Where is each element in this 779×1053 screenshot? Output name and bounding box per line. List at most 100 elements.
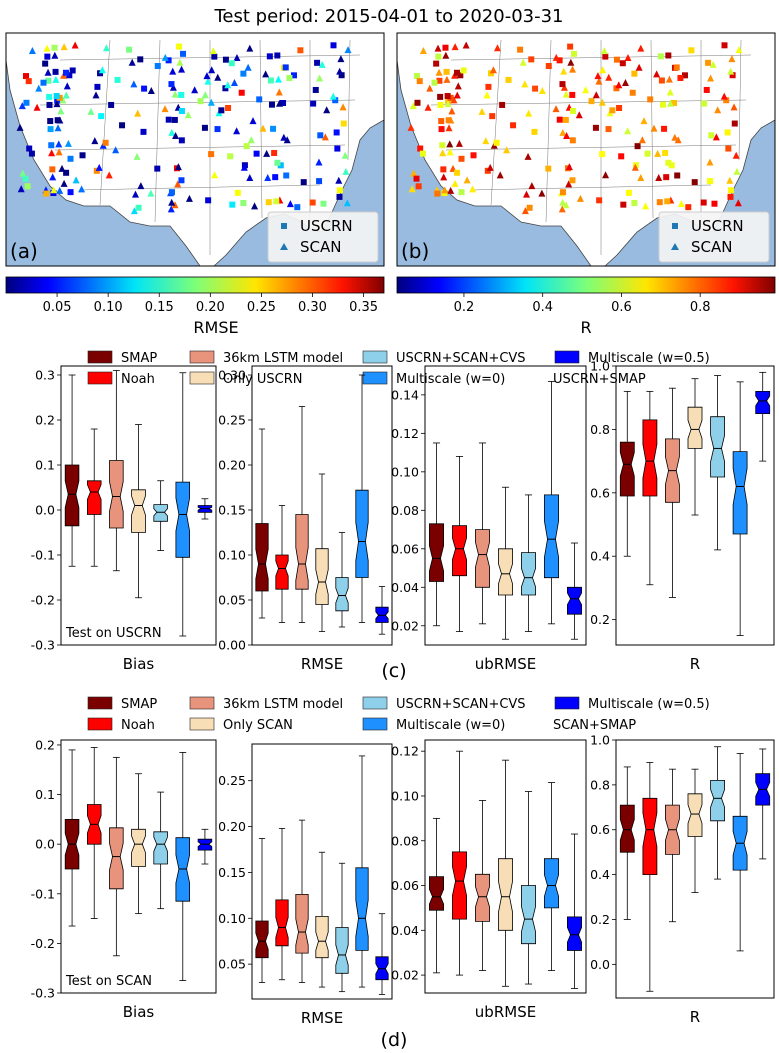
box-multiscale-w-0- <box>175 481 191 558</box>
station-triangle <box>339 103 347 111</box>
station-triangle <box>409 102 417 110</box>
station-triangle <box>434 44 442 52</box>
station-square <box>434 190 441 197</box>
legend-c: SMAP Noah 36km LSTM model Only USCRN USCRN+S… <box>87 350 710 387</box>
station-square <box>267 77 274 84</box>
station-square <box>613 56 620 63</box>
boxplot-panel-c-ubrmse: 0.02 0.04 0.06 0.08 0.10 0.12 0.14 ubRMSE <box>391 365 587 673</box>
legend-item-label: SMAP <box>121 697 157 712</box>
station-square <box>442 44 449 51</box>
station-square <box>416 78 423 85</box>
station-square <box>227 153 234 160</box>
panel-label-c: (c) <box>381 660 406 682</box>
station-triangle <box>60 179 68 187</box>
station-square <box>48 142 55 149</box>
station-square <box>256 96 263 103</box>
station-triangle <box>262 70 270 78</box>
y-tick-label: 0.02 <box>391 968 419 983</box>
station-square <box>688 47 695 54</box>
station-square <box>297 47 304 54</box>
station-square <box>28 150 35 157</box>
station-square <box>562 116 569 123</box>
station-triangle <box>230 78 238 86</box>
station-square <box>685 204 692 211</box>
station-triangle <box>524 152 532 160</box>
map-a-station-markers <box>16 41 352 215</box>
station-square <box>437 101 444 108</box>
station-triangle <box>562 90 570 98</box>
colorbar-tick-label: 0.2 <box>454 300 475 315</box>
station-triangle <box>16 123 24 131</box>
station-triangle <box>558 205 566 213</box>
station-square <box>46 93 53 100</box>
station-square <box>340 120 347 127</box>
station-square <box>208 151 215 158</box>
station-triangle <box>565 180 573 188</box>
station-triangle <box>201 91 209 99</box>
station-square <box>333 129 340 136</box>
box-smap <box>428 876 445 911</box>
station-triangle <box>730 103 738 111</box>
station-square <box>240 70 247 77</box>
station-square <box>268 101 275 108</box>
station-square <box>671 99 678 106</box>
box-uscrn-scan-cvs <box>335 927 349 974</box>
legend-swatch <box>87 350 113 364</box>
station-square <box>431 79 438 86</box>
station-triangle <box>207 98 215 106</box>
station-triangle <box>443 75 451 83</box>
y-tick-label: 0.08 <box>391 833 419 848</box>
box-only-scan <box>687 793 703 837</box>
station-square <box>273 198 280 205</box>
box-noah <box>642 419 658 497</box>
station-triangle <box>102 44 110 52</box>
y-tick-label: 0.04 <box>391 580 419 595</box>
station-triangle <box>57 107 65 115</box>
y-tick-label: 1.0 <box>590 359 610 374</box>
station-triangle <box>451 179 459 187</box>
station-triangle <box>335 176 343 184</box>
station-triangle <box>209 47 217 55</box>
station-square <box>45 77 52 84</box>
station-triangle <box>59 96 67 104</box>
station-square <box>413 175 420 182</box>
station-square <box>415 183 422 190</box>
station-square <box>725 145 732 152</box>
box-noah <box>275 899 289 947</box>
station-square <box>316 178 323 185</box>
axes-frame <box>60 365 217 646</box>
station-square <box>673 64 680 71</box>
station-square <box>629 89 636 96</box>
station-square <box>201 124 208 131</box>
station-square <box>283 172 290 179</box>
station-triangle <box>728 55 736 63</box>
station-triangle <box>552 53 560 61</box>
station-triangle <box>469 185 477 193</box>
y-tick-label: 0.1 <box>35 787 55 802</box>
y-tick-label: 1.0 <box>590 733 610 748</box>
station-triangle <box>598 98 606 106</box>
station-triangle <box>341 151 349 159</box>
station-triangle <box>315 158 323 166</box>
box-multiscale-w-0-5- <box>567 916 582 951</box>
map-land <box>5 32 385 267</box>
station-triangle <box>538 189 546 197</box>
figure-title: Test period: 2015-04-01 to 2020-03-31 <box>213 6 563 27</box>
station-triangle <box>44 68 52 76</box>
station-triangle <box>489 66 497 74</box>
station-square <box>433 60 440 67</box>
station-triangle <box>203 72 211 80</box>
boxplot-panel-c-r: 0.2 0.4 0.6 0.8 1.0 R <box>590 359 775 673</box>
station-square <box>52 68 59 75</box>
station-square <box>419 150 426 157</box>
y-tick-label: 0.8 <box>590 777 610 792</box>
station-square <box>677 74 684 81</box>
station-triangle <box>168 128 176 136</box>
station-triangle <box>214 73 222 81</box>
station-triangle <box>208 66 216 74</box>
y-tick-label: 0.0 <box>35 837 55 852</box>
station-square <box>656 199 663 206</box>
station-square <box>592 124 599 131</box>
legend-item-label: USCRN+SCAN+CVS <box>396 351 526 366</box>
station-triangle <box>552 105 560 113</box>
